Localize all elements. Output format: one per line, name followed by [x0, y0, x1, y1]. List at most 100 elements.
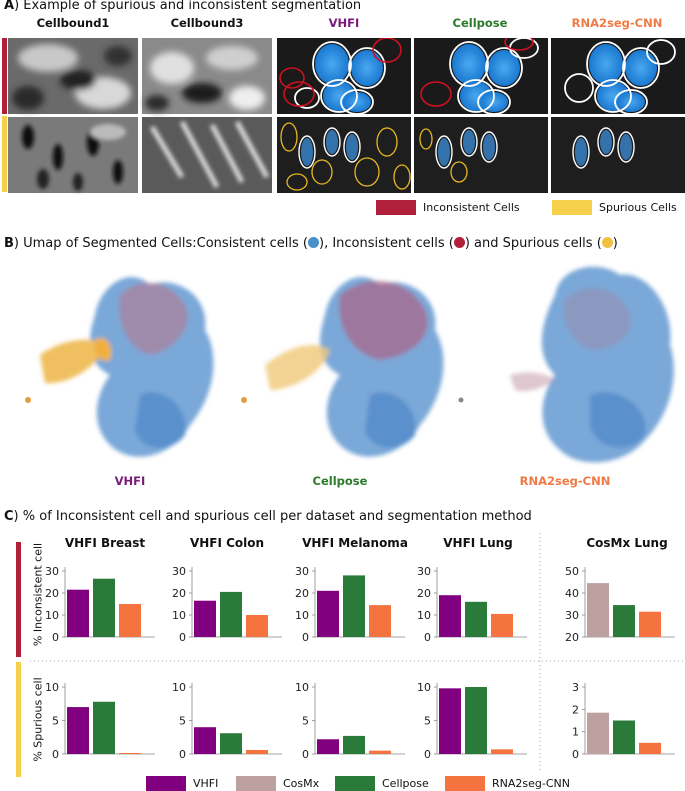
umap-vhfi: [25, 276, 214, 457]
legend-swatch-inconsistent: [376, 200, 416, 215]
legend-label-cosmx: CosMx: [283, 777, 320, 790]
chart-title: VHFI Melanoma: [302, 536, 408, 550]
legend-swatch-cellpose: [335, 776, 375, 791]
bar-cellpose: [343, 575, 365, 637]
legend-label-spurious: Spurious Cells: [599, 201, 677, 214]
umap-cellpose: [241, 276, 444, 457]
y-tick-label: 20: [295, 587, 309, 600]
y-tick-label: 1: [572, 726, 579, 739]
bar-rna2seg-cnn: [246, 615, 268, 637]
bar-cellpose: [343, 735, 365, 754]
chart-title: VHFI Breast: [65, 536, 146, 550]
y-tick-label: 0: [52, 748, 59, 761]
legend-swatch-rna2seg: [445, 776, 485, 791]
tile-vhfi-row2: [277, 117, 411, 193]
y-tick-label: 2: [572, 703, 579, 716]
bar-cellpose: [613, 605, 635, 637]
bar-cellpose: [93, 701, 115, 754]
umap-label-rna2seg: RNA2seg-CNN: [519, 474, 611, 488]
legend-swatch-vhfi: [146, 776, 186, 791]
bar-cellpose: [465, 687, 487, 754]
tile-cellpose-row2: [414, 117, 548, 193]
tile-cellbound1-row1: [8, 38, 138, 114]
bar-vhfi: [194, 600, 216, 637]
legend-label-vhfi: VHFI: [193, 777, 219, 790]
bar-rna2seg-cnn: [119, 604, 141, 637]
y-tick-label: 0: [52, 631, 59, 644]
bar-rna2seg-cnn: [369, 750, 391, 754]
legend-label-cellpose: Cellpose: [382, 777, 429, 790]
bar-vhfi: [317, 590, 339, 637]
inconsistent-dot-icon: [453, 237, 465, 248]
y-tick-label: 30: [565, 609, 579, 622]
y-tick-label: 10: [45, 681, 59, 694]
bar-cellpose: [93, 578, 115, 637]
y-tick-label: 0: [302, 631, 309, 644]
tile-rna2seg-row1: [551, 38, 685, 115]
bar-vhfi: [439, 595, 461, 637]
umap-label-cellpose: Cellpose: [312, 474, 368, 488]
bar-rna2seg-cnn: [491, 749, 513, 754]
y-tick-label: 0: [424, 748, 431, 761]
bar-cellpose: [220, 733, 242, 754]
legend-label-inconsistent: Inconsistent Cells: [423, 201, 520, 214]
y-tick-label: 10: [45, 609, 59, 622]
y-tick-label: 5: [424, 715, 431, 728]
bar-rna2seg-cnn: [639, 611, 661, 637]
spurious-dot-icon: [601, 237, 613, 248]
y-tick-label: 30: [295, 565, 309, 578]
bar-rna2seg-cnn: [369, 605, 391, 637]
y-tick-label: 5: [52, 715, 59, 728]
bar-cellpose: [465, 601, 487, 637]
tile-vhfi-row1: [277, 38, 411, 115]
bar-cosmx: [587, 712, 609, 754]
bar-vhfi: [317, 739, 339, 754]
bar-cellpose: [220, 591, 242, 637]
y-tick-label: 0: [179, 631, 186, 644]
bar-rna2seg-cnn: [246, 749, 268, 754]
panel-a-title: A) Example of spurious and inconsistent …: [4, 0, 362, 13]
chart-title: VHFI Lung: [443, 536, 513, 550]
bar-vhfi: [67, 589, 89, 637]
row-bar-inconsistent: [2, 38, 7, 114]
bar-rna2seg-cnn: [119, 753, 141, 754]
row-bar-c-inconsistent: [16, 542, 21, 657]
y-tick-label: 50: [565, 565, 579, 578]
y-tick-label: 20: [565, 631, 579, 644]
consistent-dot-icon: [308, 237, 319, 248]
panel-b-title: B) Umap of Segmented Cells:Consistent ce…: [4, 236, 618, 251]
y-tick-label: 0: [302, 748, 309, 761]
y-tick-label: 30: [172, 565, 186, 578]
tile-cellpose-row1: [414, 38, 548, 115]
umap-rna2seg: [458, 266, 674, 463]
y-tick-label: 0: [179, 748, 186, 761]
umap-label-vhfi: VHFI: [114, 474, 146, 488]
tile-cellbound1-row2: [8, 117, 138, 193]
col-head-cellbound3: Cellbound3: [170, 16, 244, 30]
tile-cellbound3-row1: [142, 38, 272, 114]
y-tick-label: 10: [417, 609, 431, 622]
tile-cellbound3-row2: [142, 117, 272, 193]
chart-title: VHFI Colon: [190, 536, 264, 550]
col-head-cellpose: Cellpose: [452, 16, 508, 30]
y-tick-label: 30: [45, 565, 59, 578]
y-tick-label: 10: [295, 681, 309, 694]
bar-rna2seg-cnn: [639, 742, 661, 754]
bar-rna2seg-cnn: [491, 613, 513, 637]
bar-vhfi: [194, 727, 216, 754]
y-tick-label: 5: [302, 715, 309, 728]
tile-rna2seg-row2: [551, 117, 685, 193]
legend-label-rna2seg: RNA2seg-CNN: [492, 777, 570, 790]
y-tick-label: 0: [572, 748, 579, 761]
y-tick-label: 10: [295, 609, 309, 622]
row-bar-c-spurious: [16, 662, 21, 777]
y-tick-label: 20: [45, 587, 59, 600]
bar-vhfi: [439, 688, 461, 754]
y-tick-label: 10: [417, 681, 431, 694]
row-bar-spurious: [2, 116, 7, 192]
y-tick-label: 20: [172, 587, 186, 600]
bar-vhfi: [67, 707, 89, 754]
y-tick-label: 0: [424, 631, 431, 644]
legend-swatch-spurious: [552, 200, 592, 215]
